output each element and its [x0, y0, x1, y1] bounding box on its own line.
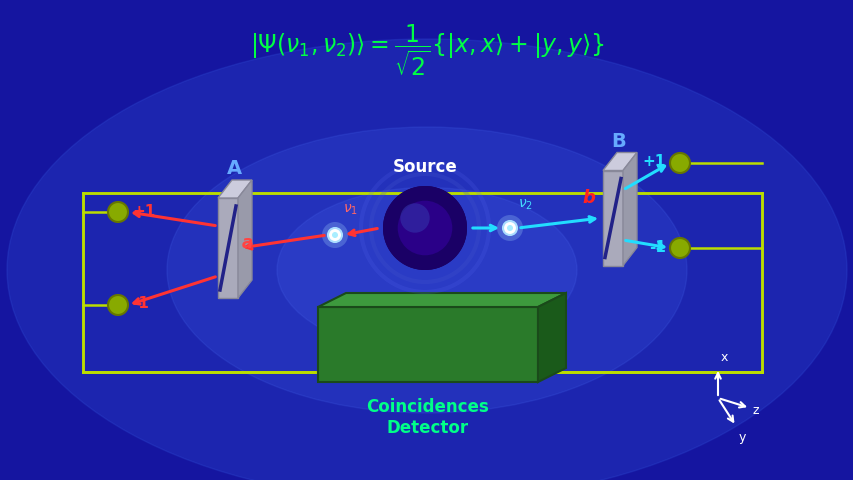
Ellipse shape [7, 39, 846, 480]
Circle shape [332, 232, 338, 238]
Polygon shape [238, 180, 252, 298]
Text: +1: +1 [642, 155, 665, 169]
Text: $\nu_2$: $\nu_2$ [518, 198, 532, 212]
Circle shape [382, 186, 467, 270]
Text: Source: Source [392, 158, 457, 176]
Text: z: z [752, 404, 758, 417]
Circle shape [507, 225, 513, 231]
Text: +1: +1 [132, 204, 155, 218]
Circle shape [670, 153, 689, 173]
Circle shape [382, 186, 467, 270]
Text: b: b [582, 189, 595, 207]
Circle shape [328, 228, 341, 242]
Ellipse shape [167, 127, 686, 413]
Ellipse shape [276, 188, 577, 352]
Text: B: B [611, 132, 625, 151]
Text: A: A [226, 159, 241, 178]
Polygon shape [317, 307, 537, 382]
Circle shape [670, 238, 689, 258]
Text: x: x [720, 351, 728, 364]
Polygon shape [537, 293, 566, 382]
Circle shape [496, 215, 522, 241]
Circle shape [400, 204, 429, 233]
Text: a: a [241, 234, 253, 252]
Circle shape [107, 295, 128, 315]
Text: $\nu_1$: $\nu_1$ [343, 203, 357, 217]
Polygon shape [218, 198, 238, 298]
Polygon shape [317, 293, 566, 307]
Circle shape [397, 201, 452, 255]
Polygon shape [218, 180, 252, 198]
Text: y: y [738, 431, 746, 444]
Text: $|\Psi(\nu_1,\nu_2)\rangle = \dfrac{1}{\sqrt{2}}\left\{|x,x\rangle + |y,y\rangle: $|\Psi(\nu_1,\nu_2)\rangle = \dfrac{1}{\… [249, 22, 604, 78]
Circle shape [322, 222, 347, 248]
Polygon shape [602, 153, 636, 170]
Text: -1: -1 [648, 240, 665, 254]
Circle shape [107, 202, 128, 222]
Text: -1: -1 [132, 297, 148, 312]
Circle shape [502, 221, 516, 235]
Polygon shape [623, 153, 636, 265]
Polygon shape [602, 170, 623, 265]
Text: Coincidences
Detector: Coincidences Detector [366, 398, 489, 437]
